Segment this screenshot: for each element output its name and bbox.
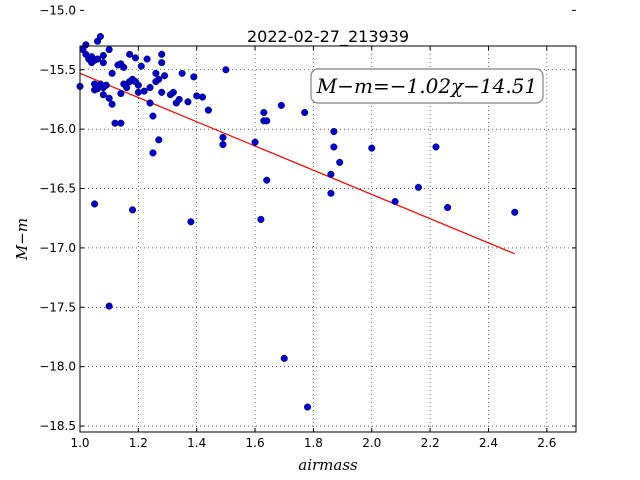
data-point bbox=[123, 84, 131, 92]
data-point bbox=[330, 143, 338, 151]
data-point bbox=[368, 144, 376, 152]
data-point bbox=[219, 141, 227, 149]
x-tick-label: 1.4 bbox=[187, 436, 206, 450]
data-point bbox=[263, 117, 271, 125]
y-tick-labels: −15.0 −15.5 −16.0 −16.5 −17.0 −17.5 −18.0 −18.5 bbox=[39, 3, 76, 433]
data-point bbox=[391, 198, 399, 206]
data-point bbox=[120, 63, 128, 71]
data-point bbox=[108, 69, 116, 77]
y-tick-label: −17.5 bbox=[39, 300, 76, 314]
x-tick-label: 2.2 bbox=[421, 436, 440, 450]
data-point bbox=[158, 88, 166, 96]
data-point bbox=[146, 84, 154, 92]
data-point bbox=[193, 92, 201, 100]
data-point bbox=[93, 55, 102, 63]
data-point bbox=[161, 72, 169, 80]
data-point bbox=[105, 46, 113, 54]
x-axis-label: airmass bbox=[298, 456, 358, 474]
y-tick-label: −18.5 bbox=[39, 419, 76, 433]
data-point bbox=[257, 215, 265, 223]
data-point bbox=[330, 127, 338, 136]
data-point bbox=[178, 69, 186, 77]
data-point bbox=[222, 66, 230, 74]
data-point bbox=[169, 88, 177, 96]
data-point bbox=[137, 62, 145, 70]
x-tick-label: 2.4 bbox=[479, 436, 498, 450]
data-point bbox=[158, 59, 166, 67]
data-point bbox=[140, 87, 148, 95]
data-point bbox=[102, 81, 110, 89]
x-tick-label: 2.6 bbox=[537, 436, 556, 450]
data-point bbox=[511, 208, 519, 216]
points-layer bbox=[76, 32, 519, 411]
data-point bbox=[126, 50, 134, 58]
y-tick-label: −18.0 bbox=[39, 360, 76, 374]
data-point bbox=[263, 176, 271, 184]
chart-title: 2022-02-27_213939 bbox=[247, 27, 409, 47]
data-point bbox=[260, 108, 268, 117]
x-tick-label: 1.2 bbox=[129, 436, 148, 450]
data-point bbox=[117, 119, 125, 127]
data-point bbox=[158, 50, 166, 58]
data-point bbox=[190, 73, 198, 81]
x-tick-label: 1.0 bbox=[70, 436, 89, 450]
data-point bbox=[96, 32, 104, 41]
data-point bbox=[149, 149, 157, 157]
data-point bbox=[99, 91, 107, 99]
data-point bbox=[117, 89, 125, 98]
data-point bbox=[432, 143, 440, 151]
data-point bbox=[327, 170, 335, 178]
y-tick-label: −17.0 bbox=[39, 241, 76, 255]
data-point bbox=[143, 55, 151, 63]
data-point bbox=[149, 112, 157, 120]
y-tick-label: −15.0 bbox=[39, 3, 76, 17]
data-point bbox=[187, 218, 195, 226]
data-point bbox=[146, 99, 154, 107]
y-tick-label: −16.5 bbox=[39, 182, 76, 196]
data-point bbox=[108, 100, 116, 108]
data-point bbox=[414, 183, 422, 191]
x-tick-labels: 1.0 1.2 1.4 1.6 1.8 2.0 2.2 2.4 2.6 bbox=[70, 436, 556, 450]
data-point bbox=[204, 106, 212, 114]
data-point bbox=[128, 206, 137, 214]
data-point bbox=[280, 354, 288, 362]
data-point bbox=[301, 108, 309, 117]
y-tick-label: −16.0 bbox=[39, 122, 76, 136]
annotation-text: M−m=−1.02χ−14.51 bbox=[316, 74, 537, 98]
data-point bbox=[304, 403, 312, 411]
data-point bbox=[82, 41, 90, 49]
data-point bbox=[219, 133, 227, 142]
annotation-box bbox=[310, 68, 544, 104]
data-point bbox=[131, 54, 139, 62]
x-tick-label: 2.0 bbox=[362, 436, 381, 450]
y-tick-label: −15.5 bbox=[39, 63, 76, 77]
data-point bbox=[155, 75, 163, 83]
data-point bbox=[444, 203, 452, 212]
plot-frame bbox=[79, 45, 577, 433]
x-tick-label: 1.8 bbox=[304, 436, 323, 450]
data-point bbox=[251, 138, 259, 146]
fit-annotation: M−m=−1.02χ−14.51 bbox=[310, 68, 544, 104]
data-point bbox=[99, 59, 107, 67]
data-point bbox=[134, 81, 142, 89]
data-point bbox=[134, 88, 142, 96]
data-point bbox=[336, 158, 344, 166]
data-point bbox=[91, 200, 99, 208]
data-point bbox=[99, 51, 107, 60]
data-point bbox=[198, 93, 207, 101]
data-point bbox=[175, 95, 183, 103]
x-tick-label: 1.6 bbox=[246, 436, 265, 450]
data-point bbox=[184, 98, 192, 106]
data-point bbox=[277, 101, 285, 109]
data-point bbox=[105, 302, 113, 310]
data-point bbox=[152, 69, 160, 77]
data-point bbox=[327, 189, 335, 197]
y-axis-label: M−m bbox=[13, 218, 31, 261]
data-point bbox=[155, 136, 163, 144]
data-point bbox=[105, 94, 113, 102]
ticks bbox=[79, 9, 576, 432]
